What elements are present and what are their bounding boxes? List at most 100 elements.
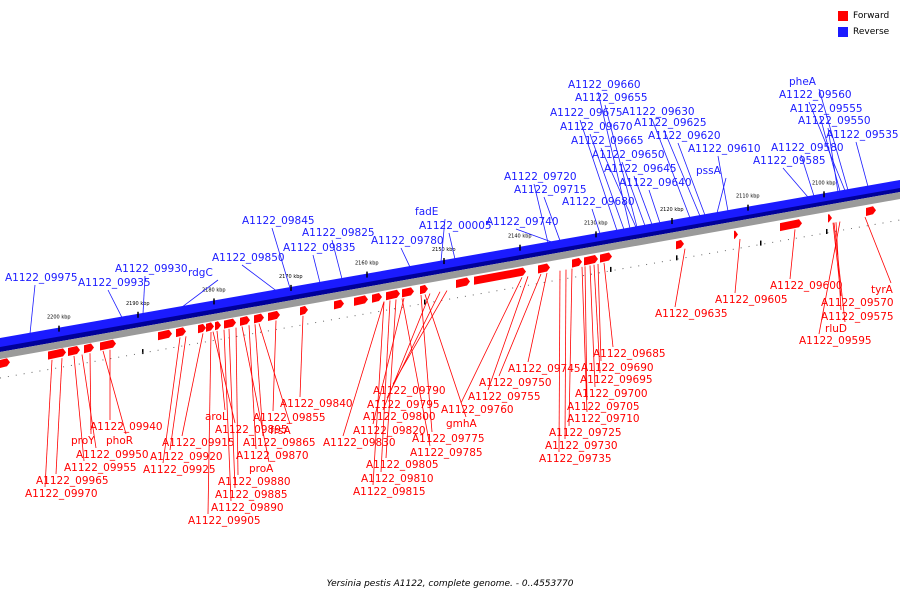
scale-tick-label: 2140 kbp (508, 234, 532, 240)
reverse-gene (819, 115, 841, 192)
forward-gene (584, 266, 588, 401)
reverse-gene-label: A1122_09835 (283, 242, 356, 254)
forward-gene-label: A1122_09815 (353, 486, 426, 498)
forward-gene (734, 239, 741, 294)
reverse-gene-label: A1122_09665 (571, 135, 644, 147)
reverse-gene (600, 147, 637, 228)
forward-gene (674, 248, 686, 308)
reverse-gene (331, 239, 343, 280)
forward-gene-label: A1122_09725 (549, 427, 622, 439)
forward-gene-arrow (240, 316, 250, 326)
reverse-gene (808, 101, 846, 191)
reverse-gene (312, 254, 321, 283)
legend-forward: Forward (838, 9, 889, 22)
forward-gene (833, 222, 846, 323)
forward-gene-label: A1122_09775 (412, 433, 485, 445)
reverse-gene (717, 155, 729, 212)
reverse-gene-label: pssA (696, 165, 722, 177)
forward-gene-label: A1122_09595 (799, 335, 872, 347)
strand-marker (760, 240, 762, 246)
legend: Forward Reverse (838, 9, 889, 41)
forward-gene-label: A1122_09795 (367, 399, 440, 411)
forward-gene (342, 301, 385, 437)
reverse-gene (271, 227, 291, 289)
scale-tick-label: 2200 kbp (47, 315, 71, 321)
forward-gene-arrow (734, 230, 738, 240)
forward-gene-label: A1122_09965 (36, 475, 109, 487)
forward-gene-arrow (372, 292, 382, 303)
reverse-gene-label: A1122_09720 (504, 171, 577, 183)
reverse-gene (591, 208, 601, 234)
reverse-gene (800, 154, 815, 197)
reverse-gene-label: fadE (415, 206, 438, 218)
forward-gene (386, 291, 441, 399)
reverse-gene-label: A1122_09550 (798, 115, 871, 127)
forward-gene-arrow (198, 323, 206, 334)
reverse-gene-label: A1122_09675 (550, 107, 623, 119)
forward-gene-arrow (48, 348, 66, 360)
reverse-gene-label: A1122_09935 (78, 277, 151, 289)
forward-gene-label: A1122_09950 (76, 449, 149, 461)
reverse-gene-label: A1122_09825 (302, 227, 375, 239)
reverse-gene-label: A1122_09610 (688, 143, 761, 155)
forward-gene (241, 326, 270, 463)
reverse-gene (651, 118, 691, 219)
forward-gene-label: A1122_09705 (567, 401, 640, 413)
forward-gene-arrow (676, 239, 684, 250)
forward-gene-label: A1122_09865 (243, 437, 316, 449)
forward-gene-arrow (474, 267, 526, 285)
reverse-gene (579, 119, 618, 231)
forward-gene-label: A1122_09885 (215, 489, 288, 501)
forward-gene-arrow (420, 284, 428, 295)
forward-gene (603, 262, 614, 348)
reverse-gene-label: A1122_00005 (419, 220, 492, 232)
forward-gene-label: A1122_09870 (236, 450, 309, 462)
forward-gene-label: A1122_09600 (770, 280, 843, 292)
gene-labels: A1122_09975 A1122_09935 A1122_09930 rdgC A11… (5, 76, 899, 527)
forward-gene-label: A1122_09940 (90, 421, 163, 433)
forward-gene-label: A1122_09735 (539, 453, 612, 465)
reverse-gene (621, 161, 646, 226)
forward-gene-label: A1122_09790 (373, 385, 446, 397)
forward-gene-label: proA (249, 463, 274, 475)
forward-gene (89, 353, 92, 435)
reverse-gene-label: A1122_09625 (634, 117, 707, 129)
strand-marker (142, 349, 144, 355)
gene-leader-lines (29, 88, 892, 515)
scale-tick-label: 2190 kbp (126, 301, 150, 307)
reverse-gene (29, 284, 36, 334)
forward-gene (44, 359, 53, 488)
forward-gene (424, 294, 467, 418)
strand-marker (424, 299, 426, 305)
forward-gene-label: phoR (106, 435, 133, 447)
legend-reverse-label: Reverse (853, 26, 890, 37)
forward-gene-label: A1122_09955 (64, 462, 137, 474)
reverse-gene-label: A1122_09585 (753, 155, 826, 167)
forward-gene-label: A1122_09690 (581, 362, 654, 374)
reverse-gene-label: A1122_09655 (575, 92, 648, 104)
forward-gene (181, 333, 204, 437)
forward-gene-label: A1122_09750 (479, 377, 552, 389)
reverse-gene (181, 279, 219, 308)
reverse-gene (589, 133, 625, 230)
forward-gene-label: A1122_09970 (25, 488, 98, 500)
forward-gene-label: proY (71, 435, 95, 447)
forward-gene-label: A1122_09855 (253, 412, 326, 424)
scale-ticks: 2100 kbp 2110 kbp 2120 kbp 2130 kbp 2140 kbp… (47, 180, 836, 332)
forward-gene (73, 355, 85, 462)
forward-gene-label: A1122_09895 (215, 424, 288, 436)
forward-gene (212, 331, 236, 424)
forward-gene-label: gmhA (446, 418, 478, 430)
forward-gene (568, 268, 573, 427)
forward-gene (401, 298, 431, 447)
gene-arrows (0, 185, 880, 368)
forward-gene-arrow (828, 213, 832, 223)
forward-gene (789, 229, 796, 280)
scale-tick-label: 2130 kbp (584, 220, 608, 226)
reverse-gene-label: pheA (789, 76, 817, 88)
forward-gene-label: A1122_09810 (361, 473, 434, 485)
scale-tick: 2160 kbp (355, 261, 379, 278)
reverse-gene (448, 232, 456, 260)
legend-reverse: Reverse (838, 25, 889, 38)
forward-gene (593, 264, 601, 374)
